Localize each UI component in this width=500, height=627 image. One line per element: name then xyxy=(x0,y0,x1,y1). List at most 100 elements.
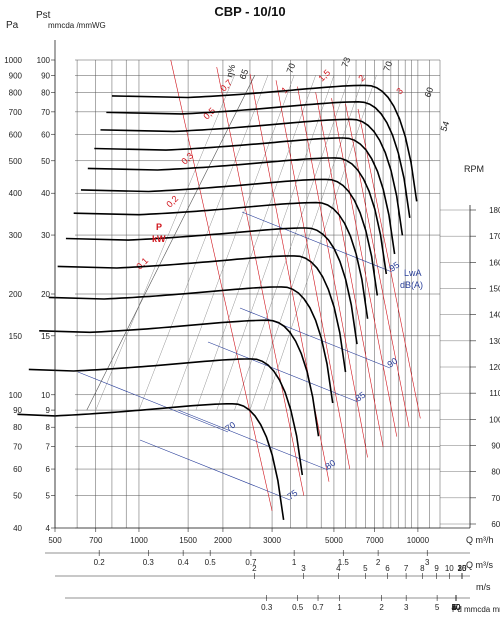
rpm-tick-label: 600 xyxy=(491,520,500,529)
fan-curve-700 xyxy=(28,358,304,476)
pa-tick-label: 100 xyxy=(9,391,23,400)
efficiency-value-label: 70 xyxy=(381,60,394,73)
m3s-tick-label: 2 xyxy=(376,558,381,567)
noise-value-label: 95 xyxy=(387,260,401,274)
power-value-label: 0,7 xyxy=(218,77,234,93)
pa-tick-label: 40 xyxy=(13,524,22,533)
rpm-tick-label: 1400 xyxy=(489,311,500,320)
x-axis-unit-labels: Q m³/h Q m³/s m/s Pd mmcda mmWG xyxy=(452,535,500,614)
pa-tick-label: 300 xyxy=(9,231,23,240)
m3s-tick-label: 0.5 xyxy=(205,558,217,567)
pd-tick-label: 30 xyxy=(452,603,461,612)
m3s-tick-label: 0.7 xyxy=(245,558,257,567)
pd-tick-label: 20 xyxy=(452,603,461,612)
chart-title: CBP - 10/10 xyxy=(214,4,285,19)
noise-line xyxy=(239,307,391,369)
pa-tick-label: 400 xyxy=(9,189,23,198)
rpm-tick-label: 1100 xyxy=(489,389,500,398)
rpm-tick-label: 700 xyxy=(491,494,500,503)
fan-curve-900 xyxy=(48,286,334,404)
ms-tick-label: 4 xyxy=(336,564,341,573)
mm-tick-label: 5 xyxy=(46,492,51,501)
noise-value-label: 70 xyxy=(223,420,237,434)
mm-tick-label: 60 xyxy=(41,130,50,139)
pa-tick-label: 900 xyxy=(9,71,23,80)
power-line xyxy=(216,67,305,496)
power-line xyxy=(275,80,351,470)
noise-line xyxy=(241,211,393,273)
pd-tick-label: 0.7 xyxy=(312,603,324,612)
noise-label-dba: dB(A) xyxy=(400,280,423,290)
power-line xyxy=(297,86,368,458)
pa-tick-label: 500 xyxy=(9,157,23,166)
pd-tick-label: 5 xyxy=(435,603,440,612)
noise-value-label: 75 xyxy=(285,488,299,502)
efficiency-label: η% xyxy=(224,63,237,78)
rpm-label: RPM xyxy=(464,164,484,174)
ms-tick-label: 3 xyxy=(301,564,306,573)
mm-tick-label: 50 xyxy=(41,157,50,166)
ms-tick-label: 2 xyxy=(252,564,257,573)
ms-tick-label: 5 xyxy=(363,564,368,573)
power-line xyxy=(170,59,273,511)
x-label-pd: Pd mmcda mmWG xyxy=(452,605,500,614)
pd-tick-label: 0.3 xyxy=(261,603,273,612)
noise-label-lwa: LwA xyxy=(404,268,422,278)
rpm-tick-label: 1800 xyxy=(489,206,500,215)
pd-tick-label: 1 xyxy=(337,603,342,612)
power-line xyxy=(315,92,384,447)
system-line xyxy=(95,75,235,411)
pa-label: Pa xyxy=(6,20,19,31)
power-value-label: 2 xyxy=(356,73,367,84)
mm-tick-label: 4 xyxy=(46,524,51,533)
mm-tick-label: 15 xyxy=(41,332,50,341)
pa-tick-label: 70 xyxy=(13,443,22,452)
fan-curves xyxy=(17,84,418,521)
rpm-tick-label: 1700 xyxy=(489,232,500,241)
system-line xyxy=(263,75,377,411)
pa-tick-label: 800 xyxy=(9,88,23,97)
m3h-tick-label: 700 xyxy=(89,536,103,545)
pd-tick-label: 40 xyxy=(452,603,461,612)
noise-line xyxy=(207,341,359,403)
noise-value-label: 85 xyxy=(353,390,367,404)
ms-tick-label: 10 xyxy=(445,564,454,573)
pd-tick-label: 3 xyxy=(404,603,409,612)
power-value-label: 1,5 xyxy=(316,67,332,83)
ms-tick-label: 15 xyxy=(458,564,467,573)
noise-line xyxy=(139,439,291,501)
pd-tick-label: 2 xyxy=(379,603,384,612)
fan-curve-1100 xyxy=(65,227,358,345)
ms-tick-label: 7 xyxy=(404,564,409,573)
pa-tick-label: 600 xyxy=(9,130,23,139)
ms-tick-label: 9 xyxy=(434,564,439,573)
power-value-label: 3 xyxy=(394,86,405,97)
mm-tick-label: 9 xyxy=(46,406,51,415)
fan-curve-800 xyxy=(39,319,320,437)
fan-curve-1300 xyxy=(80,178,379,296)
m3s-tick-label: 0.3 xyxy=(143,558,155,567)
m3s-tick-label: 0.2 xyxy=(94,558,106,567)
noise-value-label: 90 xyxy=(385,356,399,370)
pa-tick-label: 60 xyxy=(13,465,22,474)
m3s-tick-label: 1.5 xyxy=(338,558,350,567)
system-line xyxy=(170,75,295,411)
efficiency-value-label: 70 xyxy=(284,62,297,75)
fan-curve-1600 xyxy=(100,118,404,236)
power-label-kw: kW xyxy=(152,234,166,244)
mmcda-label: mmcda /mmWG xyxy=(48,21,106,30)
power-line xyxy=(331,98,398,437)
efficiency-value-label: 54 xyxy=(438,120,451,133)
rpm-tick-label: 1300 xyxy=(489,337,500,346)
fan-curve-1200 xyxy=(73,201,369,319)
ms-tick-label: 6 xyxy=(385,564,390,573)
mm-tick-label: 6 xyxy=(46,465,51,474)
mm-tick-label: 20 xyxy=(41,290,50,299)
power-line xyxy=(249,73,330,482)
ms-tick-label: 20 xyxy=(458,564,467,573)
mm-tick-label: 10 xyxy=(41,391,50,400)
mm-tick-label: 7 xyxy=(46,443,51,452)
x-label-m3s: Q m³/s xyxy=(466,560,493,570)
rpm-tick-label: 1200 xyxy=(489,363,500,372)
m3s-tick-label: 1 xyxy=(292,558,297,567)
